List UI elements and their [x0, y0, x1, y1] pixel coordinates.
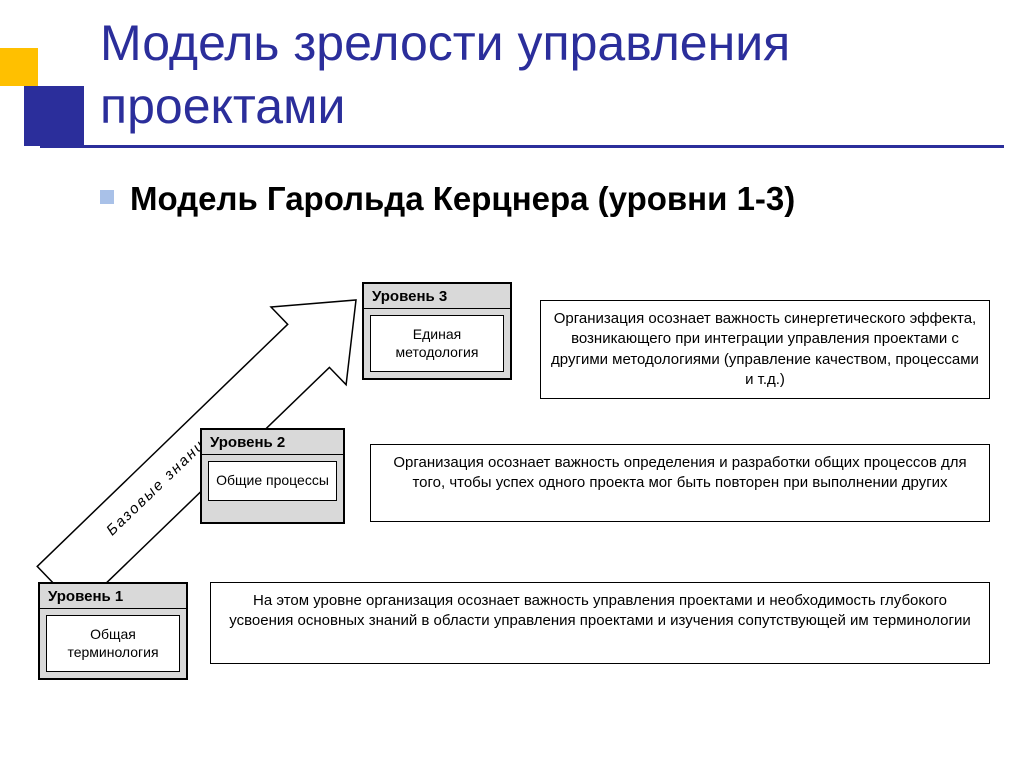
level-3-box: Уровень 3 Единая методология	[362, 282, 512, 380]
level-1-body: Общая терминология	[46, 615, 180, 672]
subtitle: Модель Гарольда Керцнера (уровни 1-3)	[130, 178, 795, 221]
bullet-square-icon	[100, 190, 114, 204]
diagram-area: Базовые знания Уровень 1 Общая терминоло…	[0, 280, 1024, 767]
subtitle-row: Модель Гарольда Керцнера (уровни 1-3)	[100, 178, 964, 221]
level-1-description: На этом уровне организация осознает важн…	[210, 582, 990, 664]
level-1-header: Уровень 1	[40, 584, 186, 609]
level-2-box: Уровень 2 Общие процессы	[200, 428, 345, 524]
level-2-description: Организация осознает важность определени…	[370, 444, 990, 522]
level-3-header: Уровень 3	[364, 284, 510, 309]
accent-block-yellow	[0, 48, 38, 86]
level-1-box: Уровень 1 Общая терминология	[38, 582, 188, 680]
accent-block-blue	[24, 86, 84, 146]
page-title: Модель зрелости управления проектами	[100, 12, 984, 137]
title-rule	[40, 145, 1004, 148]
level-2-header: Уровень 2	[202, 430, 343, 455]
level-2-body: Общие процессы	[208, 461, 337, 501]
level-3-description: Организация осознает важность синергетич…	[540, 300, 990, 399]
level-3-body: Единая методология	[370, 315, 504, 372]
